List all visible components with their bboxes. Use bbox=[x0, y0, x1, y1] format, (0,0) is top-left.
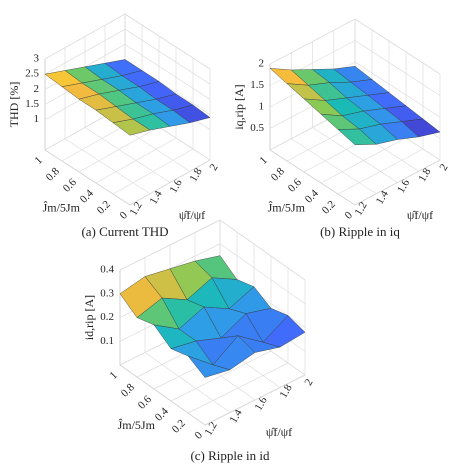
grid-line bbox=[204, 374, 306, 426]
z-tick-label: 2 bbox=[34, 83, 40, 95]
caption: (a) Current THD bbox=[81, 224, 168, 239]
x-tick-label: 2 bbox=[302, 377, 315, 388]
surface-patch bbox=[187, 355, 231, 378]
surface-patch bbox=[112, 118, 151, 136]
x-tick-label: 1.2 bbox=[352, 200, 369, 218]
y-axis-label: Ĵm/5Jm bbox=[43, 201, 81, 215]
z-tick-label: 1.5 bbox=[250, 79, 264, 91]
x-tick-label: 1.6 bbox=[167, 177, 185, 195]
grid-line bbox=[64, 138, 151, 195]
grid-line bbox=[269, 149, 356, 206]
y-axis-label: Ĵm/5Jm bbox=[118, 418, 156, 432]
y-tick-label: 0.2 bbox=[170, 417, 188, 435]
z-tick-label: 3 bbox=[34, 53, 40, 65]
z-tick-label: 1.5 bbox=[25, 98, 39, 110]
grid-line bbox=[219, 219, 306, 281]
grid-line bbox=[312, 127, 398, 183]
x-axis-label: ψ̂f/ψf bbox=[407, 208, 433, 222]
x-tick-label: 1.6 bbox=[395, 177, 413, 195]
z-tick-label: 1 bbox=[34, 113, 40, 125]
grid-line bbox=[170, 350, 272, 402]
grid-line bbox=[144, 352, 231, 413]
surface-patch bbox=[337, 128, 377, 146]
z-tick-label: 2.5 bbox=[25, 68, 39, 80]
x-tick-label: 1.8 bbox=[187, 166, 205, 184]
grid-line bbox=[291, 138, 377, 195]
y-tick-label: 0.4 bbox=[303, 187, 322, 206]
z-axis-label: THD [%] bbox=[7, 82, 21, 128]
grid-line bbox=[95, 137, 177, 184]
grid-line bbox=[44, 149, 131, 206]
y-tick-label: 0.6 bbox=[286, 176, 305, 195]
y-tick-label: 0.6 bbox=[136, 393, 155, 412]
grid-line bbox=[354, 61, 441, 118]
z-tick-label: 0.4 bbox=[100, 264, 114, 276]
x-tick-label: 1.2 bbox=[202, 420, 219, 438]
grid-line bbox=[124, 44, 211, 100]
y-tick-label: 1 bbox=[258, 154, 270, 166]
y-tick-label: 0.2 bbox=[95, 198, 113, 216]
x-axis-label: ψ̂f/ψf bbox=[266, 425, 292, 439]
grid-line bbox=[354, 18, 441, 75]
y-tick-label: 1 bbox=[33, 154, 45, 166]
z-axis-label: id,rip [A] bbox=[82, 295, 96, 340]
caption: (b) Ripple in iq bbox=[320, 224, 400, 239]
y-tick-label: 0.4 bbox=[78, 187, 97, 206]
z-tick-label: 0.1 bbox=[100, 335, 114, 347]
caption: (c) Ripple in id bbox=[190, 448, 270, 463]
grid-line bbox=[354, 40, 441, 96]
z-tick-label: 2 bbox=[259, 58, 265, 70]
y-axis-label: Ĵm/5Jm bbox=[268, 201, 306, 215]
grid-line bbox=[112, 148, 194, 195]
grid-line bbox=[354, 159, 441, 206]
x-tick-label: 2 bbox=[207, 162, 220, 173]
y-tick-label: 0.4 bbox=[153, 405, 172, 424]
grid-line bbox=[320, 137, 407, 184]
z-axis-label: iq,rip [A] bbox=[232, 84, 246, 129]
grid-line bbox=[119, 364, 206, 426]
grid-line bbox=[337, 148, 424, 195]
x-axis-label: ψ̂f/ψf bbox=[179, 208, 205, 222]
x-tick-label: 2 bbox=[437, 162, 450, 173]
y-tick-label: 0.8 bbox=[119, 381, 138, 400]
x-tick-label: 1.4 bbox=[374, 188, 392, 206]
x-tick-label: 1.4 bbox=[147, 188, 165, 206]
grid-line bbox=[124, 13, 211, 70]
z-tick-label: 0.5 bbox=[250, 122, 264, 134]
y-tick-label: 0.2 bbox=[320, 198, 338, 216]
x-tick-label: 1.8 bbox=[416, 166, 434, 184]
grid-line bbox=[84, 127, 171, 183]
y-tick-label: 0.6 bbox=[61, 176, 80, 195]
grid-line bbox=[124, 28, 211, 85]
grid-line bbox=[187, 362, 289, 414]
grid-line bbox=[219, 243, 306, 305]
grid-line bbox=[78, 126, 160, 173]
x-tick-label: 1.2 bbox=[127, 200, 144, 218]
y-tick-label: 1 bbox=[108, 369, 120, 381]
z-tick-label: 1 bbox=[259, 101, 265, 113]
grid-line bbox=[129, 159, 211, 206]
z-tick-label: 0.3 bbox=[100, 287, 114, 299]
y-tick-label: 0.8 bbox=[44, 165, 63, 184]
z-tick-label: 0.2 bbox=[100, 311, 114, 323]
y-tick-label: 0.8 bbox=[269, 165, 288, 184]
